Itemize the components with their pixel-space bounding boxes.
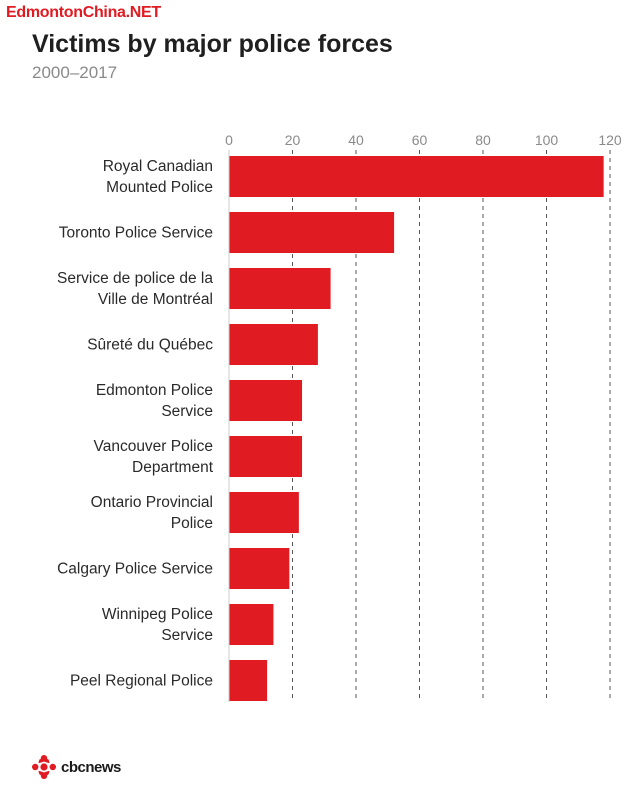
bar (229, 436, 303, 477)
bar (229, 492, 299, 533)
x-tick-label: 0 (225, 132, 233, 148)
x-tick-label: 40 (348, 132, 364, 148)
bar (229, 324, 318, 365)
bar (229, 660, 268, 701)
bar (229, 548, 290, 589)
category-label: Ontario Provincial Police (91, 494, 213, 532)
watermark-text: EdmontonChina.NET (6, 4, 161, 21)
category-label: Peel Regional Police (70, 673, 213, 690)
category-label: Sûreté du Québec (87, 337, 213, 354)
cbc-news-logo: cbcnews (31, 754, 121, 780)
x-tick-label: 20 (285, 132, 301, 148)
category-label: Vancouver Police Department (94, 438, 214, 476)
cbc-news-wordmark: cbcnews (61, 758, 121, 776)
category-label: Calgary Police Service (57, 561, 213, 578)
bar (229, 268, 331, 309)
chart-subtitle: 2000–2017 (32, 63, 118, 82)
bar-chart: 0 20 40 60 80 100 120 Royal Canadian Mounted Pol… (57, 132, 622, 702)
category-label: Royal Canadian Mounted Police (103, 158, 213, 196)
category-label: Toronto Police Service (59, 225, 213, 242)
cbc-gem-icon (32, 755, 56, 779)
category-label: Service de police de la Ville de Montréal (57, 270, 213, 308)
bar (229, 604, 274, 645)
bar (229, 156, 604, 197)
x-tick-label: 60 (412, 132, 428, 148)
x-tick-label: 80 (475, 132, 491, 148)
bar (229, 212, 395, 253)
category-label: Winnipeg Police Service (102, 606, 213, 644)
x-tick-label: 120 (598, 132, 622, 148)
chart-title: Victims by major police forces (32, 30, 393, 58)
x-tick-label: 100 (535, 132, 559, 148)
category-label: Edmonton Police Service (96, 382, 213, 420)
bar (229, 380, 303, 421)
